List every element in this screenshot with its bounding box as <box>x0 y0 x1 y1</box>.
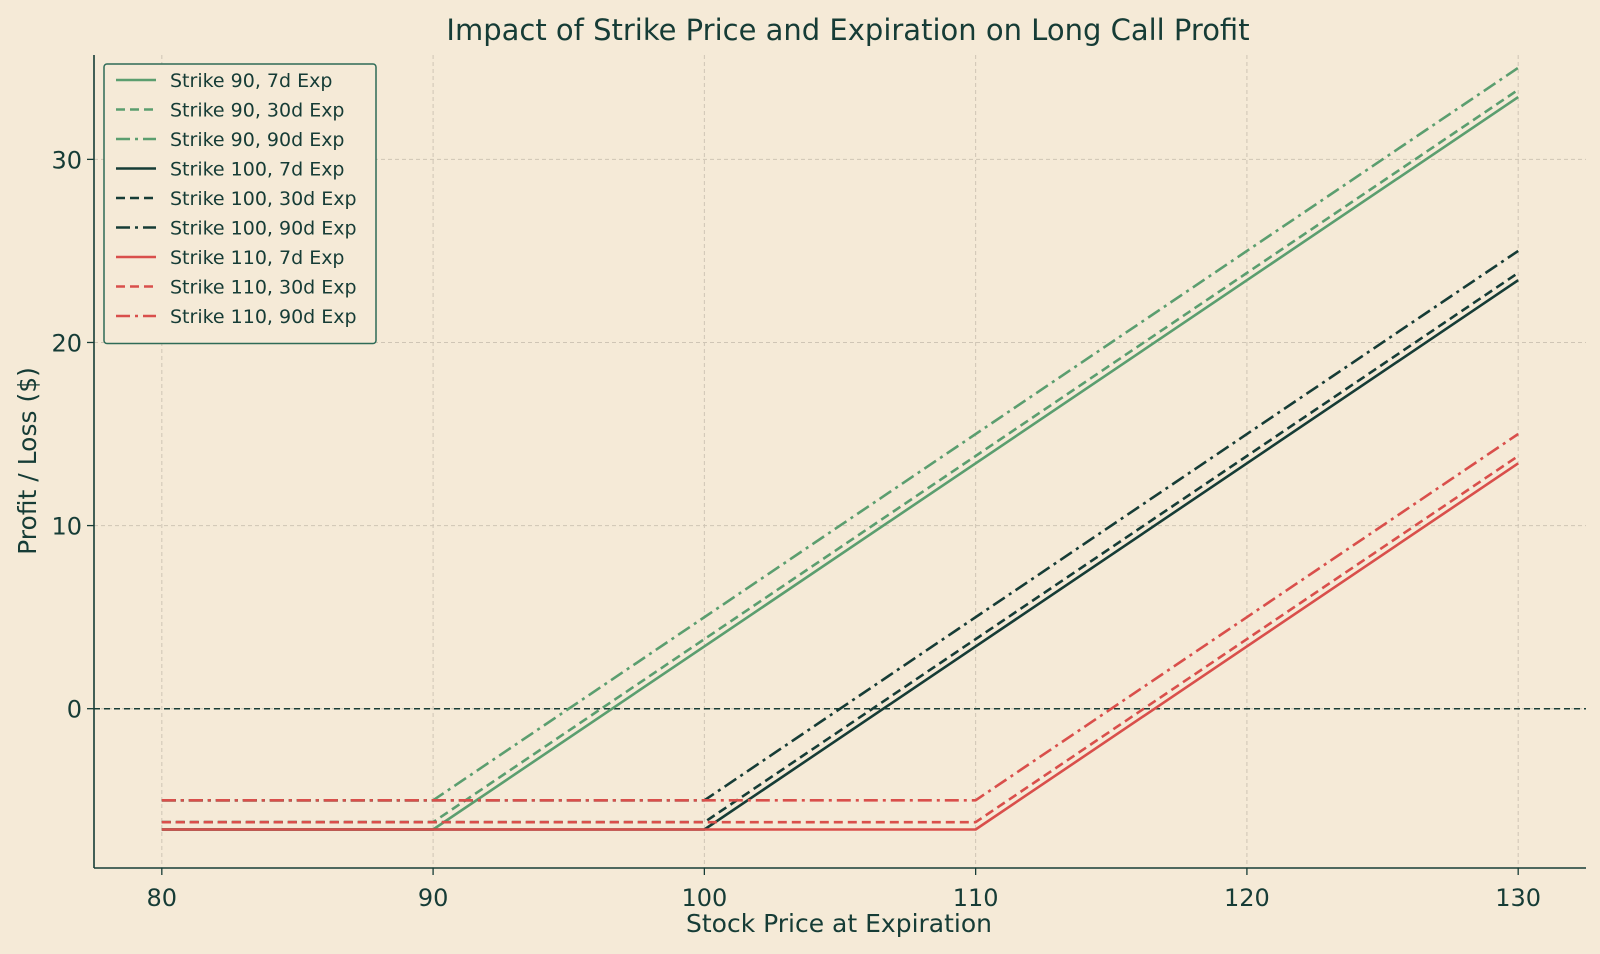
y-axis-label: Profit / Loss ($) <box>13 367 42 555</box>
legend-label-3: Strike 90, 90d Exp <box>170 129 345 151</box>
y-tick-label-10: 10 <box>51 513 82 541</box>
axes <box>93 55 1586 869</box>
x-tick-label-80: 80 <box>147 884 178 912</box>
legend-label-5: Strike 100, 30d Exp <box>170 188 357 210</box>
legend-label-7: Strike 110, 7d Exp <box>170 247 345 269</box>
series-line-9 <box>161 432 1519 802</box>
x-tick-label-100: 100 <box>681 884 727 912</box>
y-tick-label-30: 30 <box>51 146 82 174</box>
x-tick-label-110: 110 <box>953 884 999 912</box>
x-axis-label: Stock Price at Expiration <box>686 909 992 938</box>
legend-label-6: Strike 100, 90d Exp <box>170 218 357 240</box>
legend-label-8: Strike 110, 30d Exp <box>170 277 357 299</box>
ticks: 80 90 100 110 120 130 0 10 20 30 <box>51 146 1541 912</box>
y-tick-label-0: 0 <box>67 696 82 724</box>
series-line-8 <box>161 454 1519 824</box>
series-group <box>94 66 1586 831</box>
legend-label-1: Strike 90, 7d Exp <box>170 70 332 92</box>
legend-label-2: Strike 90, 30d Exp <box>170 100 345 122</box>
x-tick-label-120: 120 <box>1224 884 1270 912</box>
legend: Strike 90, 7d Exp Strike 90, 30d Exp Strik… <box>103 63 377 345</box>
series-line-7 <box>161 462 1519 831</box>
legend-label-9: Strike 110, 90d Exp <box>170 306 357 328</box>
x-tick-label-130: 130 <box>1495 884 1541 912</box>
legend-label-4: Strike 100, 7d Exp <box>170 159 345 181</box>
legend-box <box>103 63 377 345</box>
chart-title: Impact of Strike Price and Expiration on… <box>446 13 1249 47</box>
series-line-5 <box>161 271 1519 824</box>
y-tick-label-20: 20 <box>51 329 82 357</box>
x-tick-label-90: 90 <box>418 884 449 912</box>
